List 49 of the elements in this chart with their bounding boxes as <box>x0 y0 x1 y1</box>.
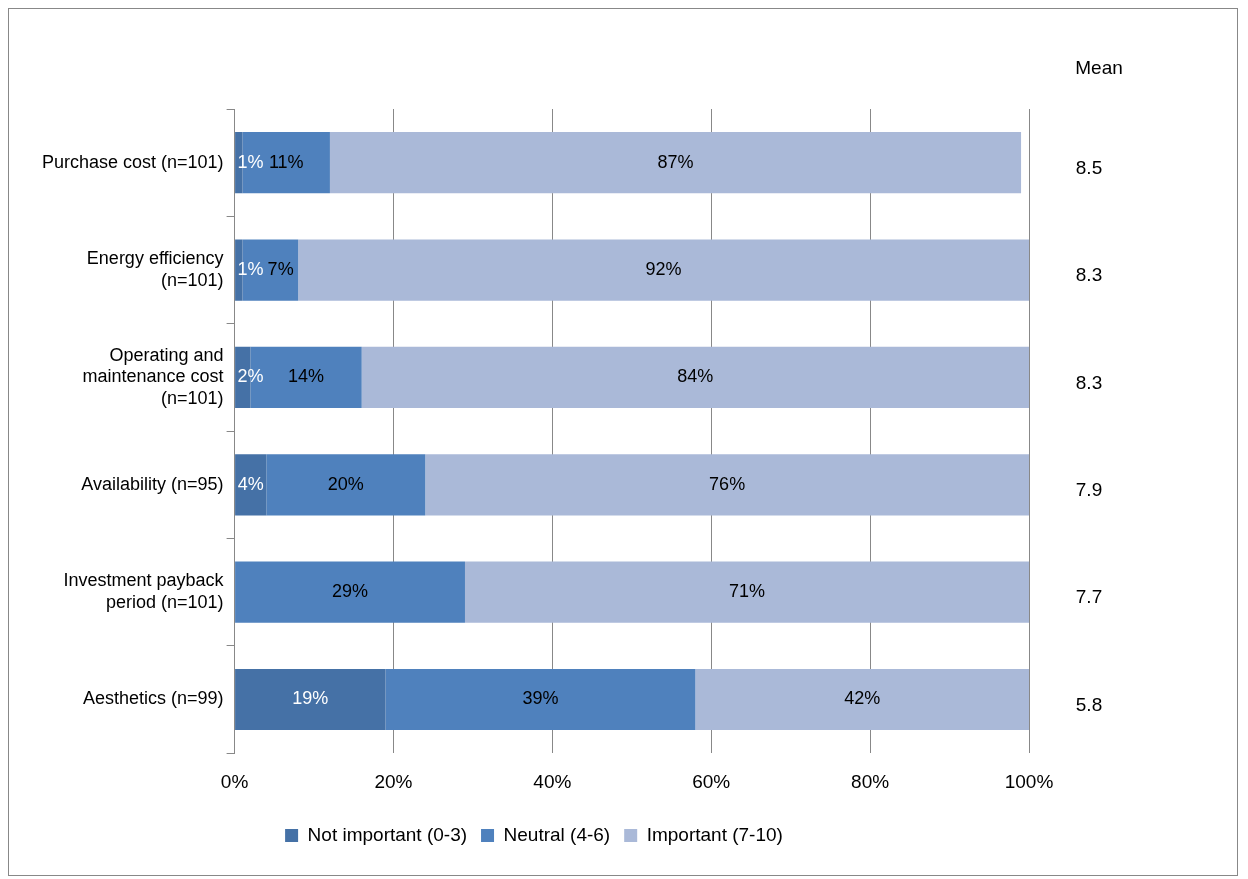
text: 8.3 <box>1075 264 1103 286</box>
data-label: 14% <box>288 366 325 387</box>
data-label: 19% <box>292 688 329 709</box>
data-label: 84% <box>677 366 714 387</box>
x-tick-label: 60% <box>692 770 731 792</box>
data-label: 39% <box>522 688 559 709</box>
legend-label: Not important (0-3) <box>307 823 468 845</box>
data-label: 42% <box>844 688 881 709</box>
x-tick-label: 80% <box>851 770 890 792</box>
data-label: 1% <box>237 151 264 172</box>
x-tick-label: 20% <box>374 770 413 792</box>
bar <box>235 668 386 731</box>
y-tick-label: Energy efficiency (n=101) <box>86 248 224 290</box>
data-label: 1% <box>237 259 264 280</box>
text: 5.8 <box>1075 693 1103 715</box>
bar <box>298 239 1029 301</box>
y-tick-label: Operating and maintenance cost (n=101) <box>82 344 224 408</box>
y-tick-label: Investment payback period (n=101) <box>63 570 225 612</box>
data-label: 29% <box>332 581 369 602</box>
legend-label: Important (7-10) <box>646 823 783 845</box>
data-label: 71% <box>728 581 765 602</box>
bar <box>329 132 1022 194</box>
data-label: 11% <box>268 151 304 172</box>
y-tick-label: Aesthetics (n=99) <box>83 688 224 709</box>
bar <box>464 561 1029 623</box>
bar <box>361 346 1029 409</box>
text: 8.3 <box>1075 371 1103 393</box>
data-label: 7% <box>267 259 294 280</box>
x-tick-label: 0% <box>220 770 249 792</box>
y-tick-label: Availability (n=95) <box>81 473 224 494</box>
x-tick-label: 100% <box>1004 770 1054 792</box>
bar <box>235 561 465 623</box>
data-label: 4% <box>237 473 264 494</box>
data-label: 92% <box>645 259 682 280</box>
text: 8.5 <box>1075 156 1103 178</box>
data-label: 76% <box>709 473 746 494</box>
x-tick-label: 40% <box>533 770 572 792</box>
bar <box>695 668 1029 731</box>
y-tick-label: Purchase cost (n=101) <box>41 151 224 172</box>
bar <box>425 454 1029 516</box>
bar <box>385 668 696 731</box>
text: 7.9 <box>1075 479 1103 501</box>
data-label: 87% <box>657 151 694 172</box>
text: Mean <box>1075 57 1123 79</box>
data-label: 20% <box>327 473 364 494</box>
text: 7.7 <box>1075 586 1103 608</box>
bar <box>266 454 426 516</box>
data-label: 2% <box>237 366 264 387</box>
legend-label: Neutral (4-6) <box>503 823 611 845</box>
